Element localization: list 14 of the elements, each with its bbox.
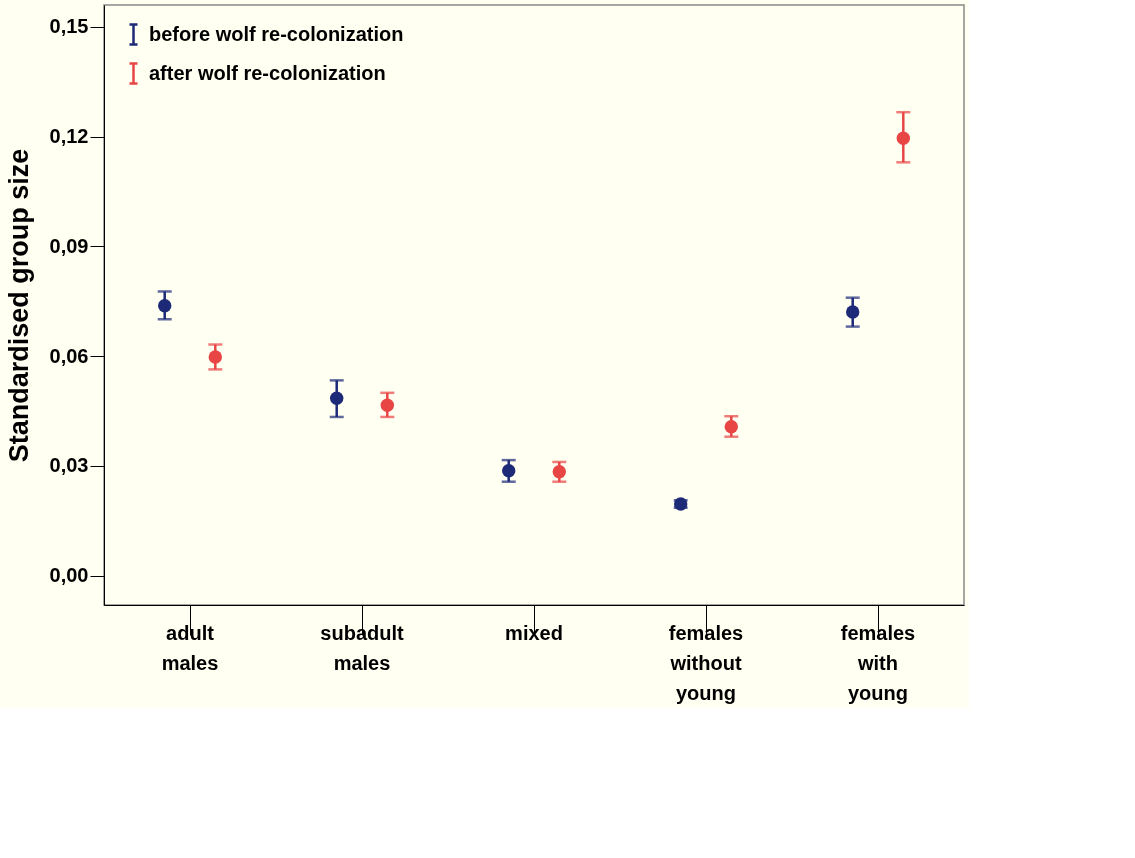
x-tick-label: mixed bbox=[505, 621, 563, 644]
legend-label: before wolf re-colonization bbox=[149, 22, 404, 45]
y-tick-label: 0,00 bbox=[49, 564, 89, 587]
y-axis-title: Standardised group size bbox=[3, 148, 34, 463]
x-tick-label: adult males bbox=[161, 621, 219, 674]
x-tick-label: subadult males bbox=[320, 621, 404, 674]
y-tick-label: 0,06 bbox=[49, 344, 89, 367]
y-tick-label: 0,12 bbox=[49, 125, 89, 148]
y-tick-label: 0,03 bbox=[49, 454, 89, 477]
x-tick-label: females with young bbox=[840, 621, 916, 704]
y-tick-label: 0,15 bbox=[49, 15, 89, 38]
x-tick-label: females without young bbox=[668, 621, 744, 704]
y-tick-label: 0,09 bbox=[49, 234, 89, 257]
legend-label: after wolf re-colonization bbox=[149, 61, 386, 84]
